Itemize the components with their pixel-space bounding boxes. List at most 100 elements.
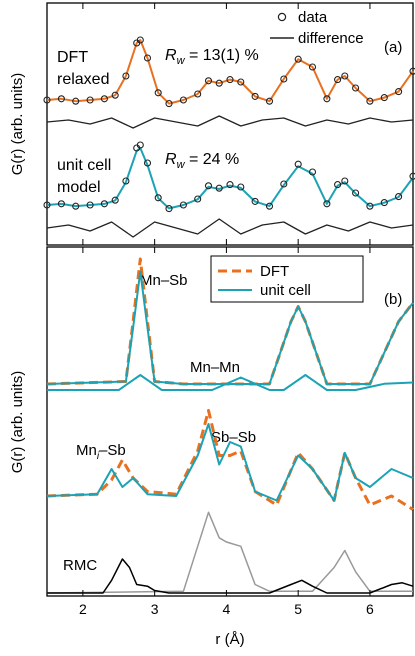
curves-group <box>43 36 415 594</box>
legend-data-marker <box>277 12 287 22</box>
data-point-dft <box>308 63 317 71</box>
x-tick-label: 5 <box>294 601 302 617</box>
annotation-mni-sb: Mni–Sb <box>76 442 126 462</box>
mn-mn-unit-cell-curve <box>47 374 414 391</box>
unit-cell-fit-curve <box>46 147 414 210</box>
legend-b: DFT unit cell <box>210 255 364 303</box>
data-point-unit-cell <box>194 195 202 203</box>
data-point-unit-cell <box>122 177 130 185</box>
sb-network-unit-cell-curve <box>46 423 414 502</box>
data-point-unit-cell <box>380 199 388 207</box>
data-point-unit-cell <box>280 180 288 188</box>
data-point-dft <box>57 95 65 103</box>
data-point-dft <box>280 75 288 83</box>
data-point-dft <box>179 96 187 104</box>
annotation-unit-cell-line2: model <box>57 179 101 196</box>
data-point-dft <box>380 94 388 102</box>
data-point-unit-cell <box>111 196 119 204</box>
legend-b-box <box>210 255 364 303</box>
data-point-dft <box>111 91 119 99</box>
mn-sb-dft-curve <box>46 257 415 386</box>
data-point-dft <box>72 97 80 105</box>
panel-a-ylabel: G(r) (arb. units) <box>9 73 26 176</box>
x-ticks-group: 2 3 4 5 6 <box>79 3 374 617</box>
data-point-unit-cell <box>72 202 80 210</box>
data-point-unit-cell <box>323 200 331 208</box>
data-point-unit-cell <box>57 200 65 208</box>
legend-a-data-label: data <box>298 9 328 26</box>
data-point-unit-cell <box>165 205 173 213</box>
data-point-unit-cell <box>136 141 144 149</box>
annotation-mn-sb: Mn–Sb <box>140 272 188 289</box>
data-point-dft <box>395 88 403 96</box>
data-point-dft <box>237 78 245 86</box>
difference-curve-dft <box>46 115 414 129</box>
dft-fit-curve <box>46 39 414 105</box>
data-point-unit-cell <box>86 201 94 209</box>
legend-a: data difference <box>270 9 364 47</box>
data-point-dft <box>154 89 162 97</box>
annotation-rmc: RMC <box>63 557 97 574</box>
panel-b-label: (b) <box>384 291 402 308</box>
data-point-unit-cell <box>409 172 415 180</box>
data-point-dft <box>122 72 130 80</box>
data-point-dft <box>409 67 415 75</box>
legend-b-unit-cell-label: unit cell <box>260 282 311 299</box>
data-point-dft <box>294 55 302 63</box>
annotation-sb-sb: Sb–Sb <box>211 429 256 446</box>
data-point-unit-cell <box>204 182 213 190</box>
panel-a-frame <box>46 2 414 246</box>
data-point-unit-cell <box>215 184 223 192</box>
data-point-dft <box>43 96 51 104</box>
data-point-dft <box>136 36 144 44</box>
data-point-unit-cell <box>179 201 187 209</box>
data-point-unit-cell <box>341 177 349 185</box>
data-point-unit-cell <box>237 183 245 191</box>
data-point-unit-cell <box>43 201 51 209</box>
annotation-dft-relaxed-line2: relaxed <box>57 71 109 88</box>
data-point-dft <box>204 77 213 85</box>
annotation-rw-dft: Rw = 13(1) % <box>165 47 259 67</box>
data-point-dft <box>194 90 202 98</box>
data-point-unit-cell <box>226 181 234 189</box>
data-point-dft <box>86 96 94 104</box>
mn-sb-unit-cell-curve <box>46 270 414 385</box>
x-tick-label: 6 <box>366 601 374 617</box>
data-point-dft <box>341 72 349 80</box>
data-point-unit-cell <box>366 202 374 210</box>
annotation-dft-relaxed-line1: DFT <box>57 49 88 66</box>
data-point-unit-cell <box>294 160 302 168</box>
data-point-dft <box>165 100 173 108</box>
data-point-dft <box>334 76 342 84</box>
data-point-dft <box>323 95 331 103</box>
rmc-black-curve <box>47 558 414 594</box>
data-point-dft <box>100 95 108 103</box>
data-point-unit-cell <box>143 159 152 167</box>
legend-a-difference-label: difference <box>298 30 364 47</box>
data-point-dft <box>352 84 360 92</box>
data-point-unit-cell <box>154 194 162 202</box>
rmc-grey-curve <box>46 511 413 594</box>
data-point-dft <box>366 97 374 105</box>
x-tick-label: 4 <box>223 601 231 617</box>
annotation-rw-unit-cell: Rw = 24 % <box>165 151 239 171</box>
legend-b-dft-label: DFT <box>260 263 289 280</box>
data-point-unit-cell <box>265 202 274 210</box>
data-point-dft <box>251 92 259 100</box>
data-point-dft <box>215 79 223 87</box>
x-axis-label: r (Å) <box>215 631 244 648</box>
data-point-dft <box>265 97 274 105</box>
sb-network-dft-curve <box>46 409 414 511</box>
data-point-unit-cell <box>334 181 342 189</box>
annotation-mn-mn: Mn–Mn <box>190 359 240 376</box>
data-point-unit-cell <box>308 168 317 176</box>
data-point-unit-cell <box>352 189 360 197</box>
data-point-dft <box>143 54 152 62</box>
panel-b-ylabel: G(r) (arb. units) <box>9 371 26 474</box>
data-point-unit-cell <box>100 200 108 208</box>
data-point-dft <box>226 76 234 84</box>
difference-curve-unit-cell <box>46 218 414 238</box>
x-tick-label: 2 <box>79 601 87 617</box>
x-tick-label: 3 <box>151 601 159 617</box>
